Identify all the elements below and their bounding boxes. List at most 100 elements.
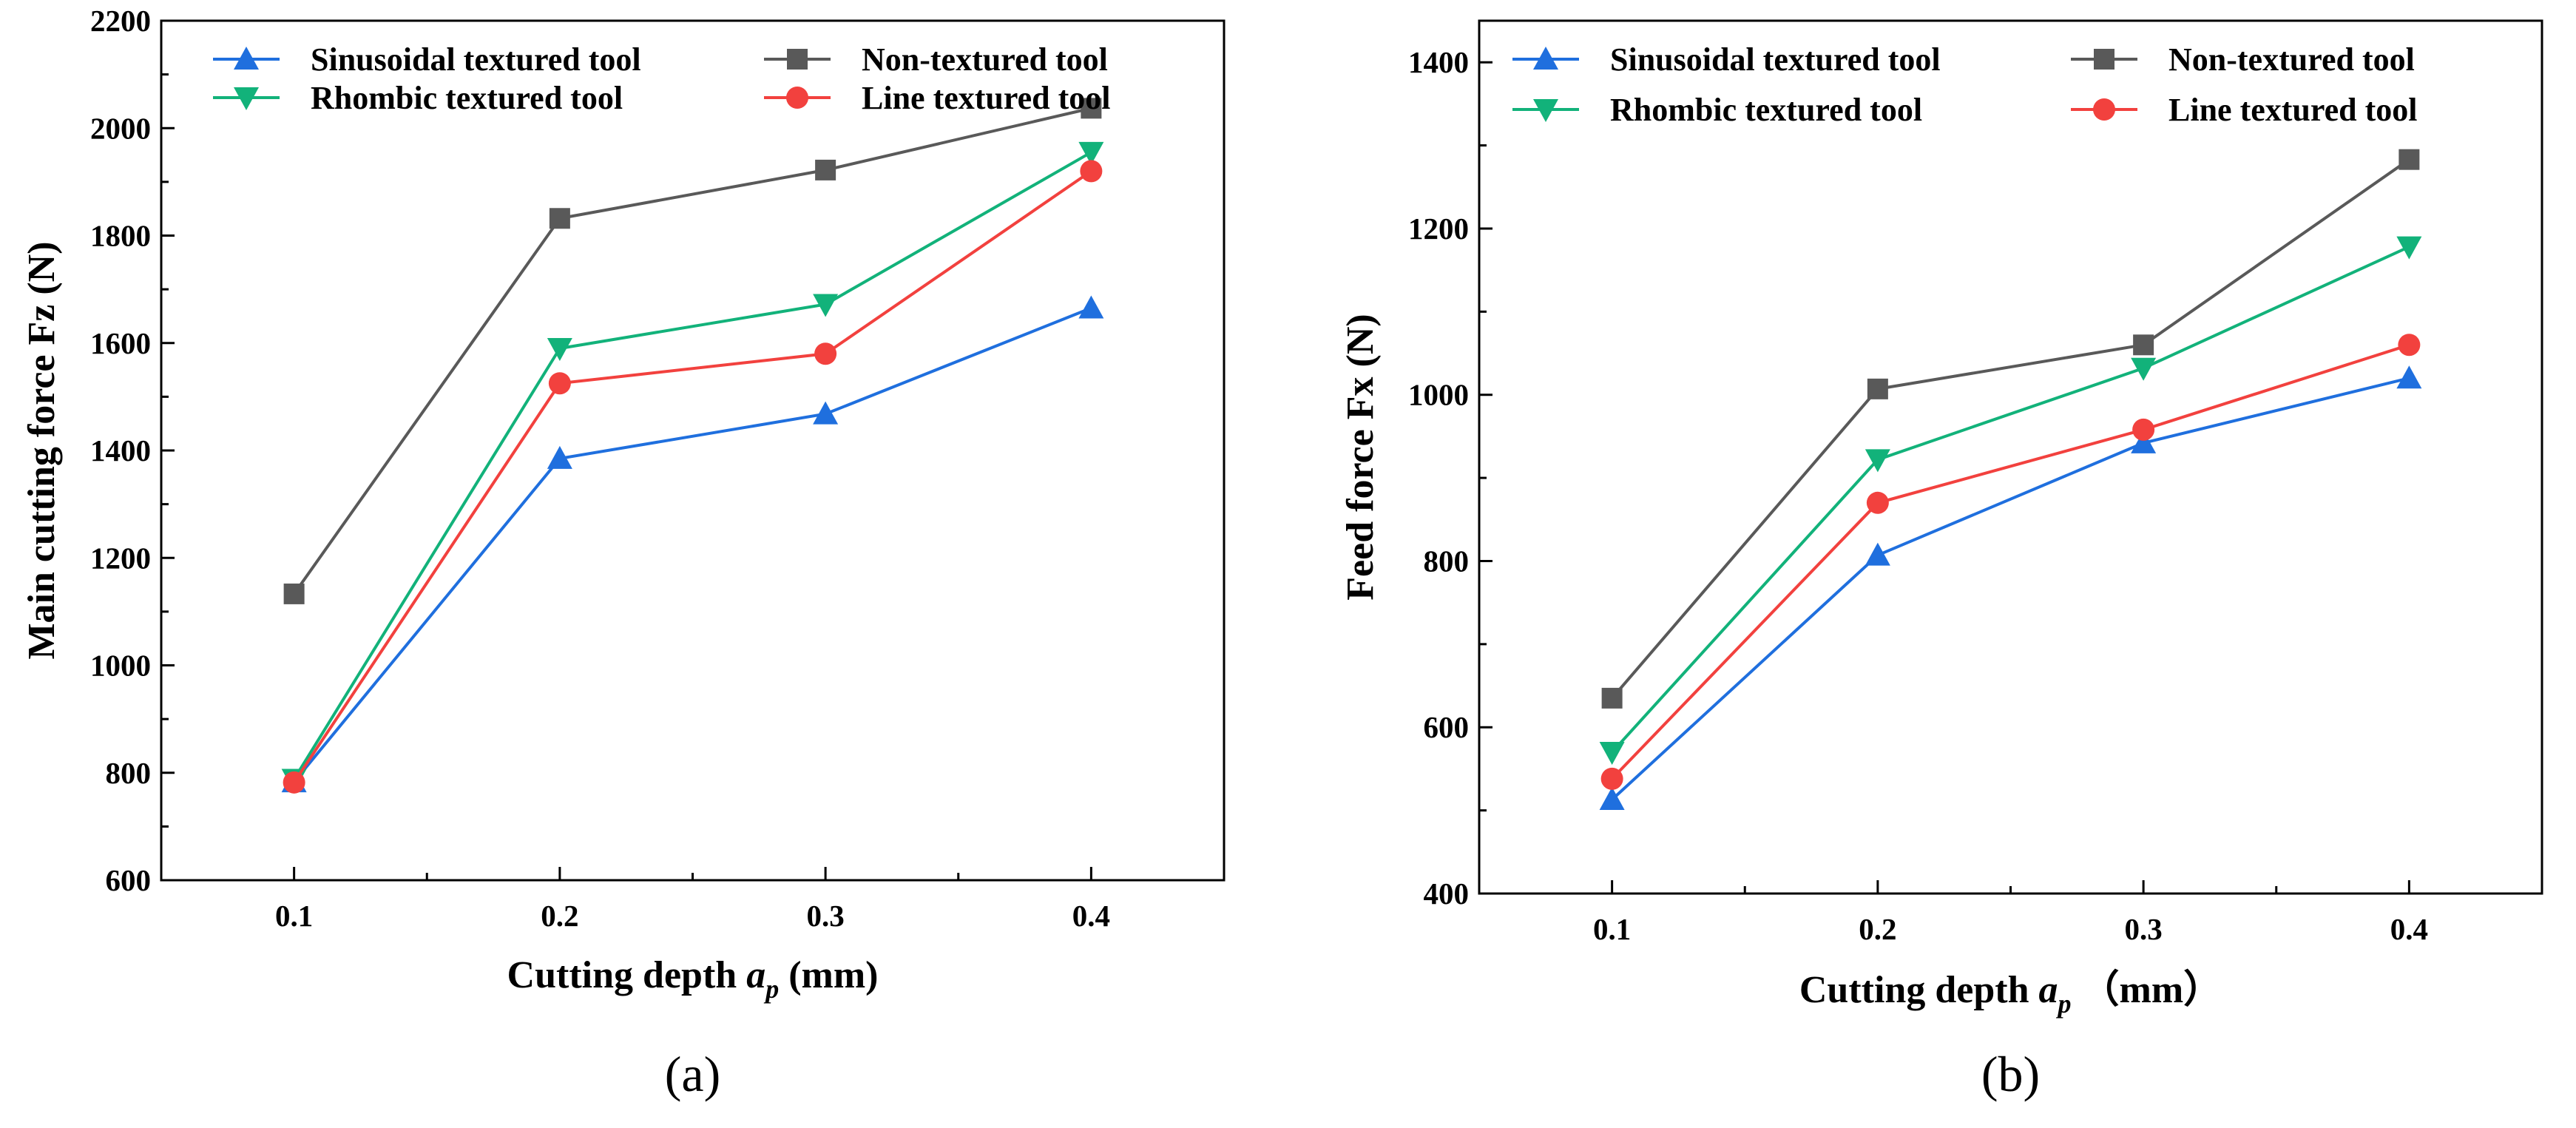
chart-panel-2: 400 600 800 1000 1200 1400 0.1 0.2 0.3 0.4 Feed fo… [1339,19,2543,1102]
y-tick-label: 1200 [1408,212,1469,246]
x-tick-label: 0.2 [541,899,578,933]
data-point [2133,334,2154,356]
data-point [813,294,839,317]
y-axis-title: Feed force Fx (N) [1339,314,1382,600]
legend-marker [1533,99,1558,122]
x-axis-title-var: a [2039,969,2058,1011]
y-tick-label: 1000 [90,649,151,683]
data-point [1865,449,1890,473]
panel-label: (a) [665,1046,720,1102]
y-tick-label: 1800 [90,219,151,253]
x-axis-title-suffix: （mm） [2072,968,2222,1011]
data-point [1867,378,1888,399]
legend: Sinusoidal textured tool Non-textured too… [213,41,1111,116]
series-3 [1599,236,2422,765]
y-tick-label: 2000 [90,111,151,145]
legend-label: Sinusoidal textured tool [1610,41,1941,78]
data-point [1081,98,1102,119]
series-line [292,151,1092,780]
data-point [813,401,839,425]
y-tick-label: 800 [1424,544,1470,578]
x-axis-title: Cutting depth ap （mm） [1799,968,2222,1019]
data-point [283,583,305,604]
series-1 [1599,365,2422,811]
data-point [2398,149,2420,170]
legend-marker [787,49,808,70]
x-axis-title-sub: p [763,974,779,1004]
x-axis-title: Cutting depth ap (mm) [507,954,879,1004]
legend-label: Non-textured tool [862,41,1108,78]
data-point [2396,365,2422,389]
y-tick-label: 2200 [90,4,151,38]
legend-label: Line textured tool [2168,92,2418,128]
series-4 [283,160,1103,794]
legend-marker [2094,49,2114,70]
y-tick-label: 1400 [90,433,151,467]
legend-entry: Sinusoidal textured tool [1512,41,1941,78]
y-tick-label: 600 [1424,710,1470,744]
x-tick-label: 0.4 [2390,912,2428,946]
x-axis-title-prefix: Cutting depth [1799,969,2039,1011]
series-line [293,306,1092,783]
series-4 [1600,334,2421,790]
data-point [1865,542,1890,566]
legend-marker [234,47,259,70]
plot-frame [1478,19,2543,895]
legend-entry: Line textured tool [764,80,1111,116]
legend-label: Rhombic textured tool [311,80,623,116]
y-tick-label: 600 [106,863,152,897]
data-point [548,372,571,395]
x-tick-label: 0.3 [807,899,845,933]
data-point [2132,418,2155,441]
legend-marker [786,87,808,109]
legend-marker [1533,47,1558,70]
data-point [1600,767,1623,790]
data-point [549,208,570,229]
x-axis-title-var: a [746,954,765,996]
data-point [1599,787,1625,811]
y-tick-label: 400 [1424,877,1470,911]
y-tick-label: 800 [106,756,152,790]
data-point [1866,491,1889,514]
data-point [547,445,572,469]
legend-entry: Line textured tool [2071,92,2418,128]
data-point [1078,295,1104,319]
x-tick-label: 0.4 [1072,899,1110,933]
series-line [1611,376,2410,801]
x-axis-title-prefix: Cutting depth [507,954,747,996]
legend-marker [2093,98,2115,121]
y-tick-label: 1200 [90,541,151,575]
panel-label: (b) [1981,1046,2040,1102]
data-point [2398,334,2421,357]
series-2 [1601,149,2420,709]
legend-label: Non-textured tool [2168,41,2415,78]
legend-entry: Non-textured tool [764,41,1108,78]
data-point [2396,236,2422,260]
y-axis-title: Main cutting force Fz (N) [21,241,63,659]
data-point [547,338,572,362]
series-line [1611,245,2410,754]
x-tick-label: 0.1 [275,899,313,933]
legend-label: Rhombic textured tool [1610,92,1922,128]
legend-entry: Non-textured tool [2071,41,2415,78]
series-2 [283,98,1102,604]
data-point [2131,357,2157,381]
data-point [1599,741,1625,765]
series-line [1611,343,2410,780]
data-point [815,159,836,180]
y-tick-label: 1600 [90,326,151,360]
x-tick-label: 0.1 [1593,912,1631,946]
x-axis-title-suffix: (mm) [779,954,878,996]
series-line [292,107,1092,595]
x-tick-label: 0.3 [2125,912,2163,946]
y-tick-label: 1000 [1408,378,1469,412]
data-point [1080,160,1103,183]
legend-label: Sinusoidal textured tool [311,41,641,78]
data-point [283,771,305,794]
data-point [1601,687,1623,709]
y-tick-label: 1400 [1408,45,1469,79]
series-1 [281,295,1104,793]
data-point [2131,430,2157,453]
legend: Sinusoidal textured tool Non-textured too… [1512,41,2418,128]
